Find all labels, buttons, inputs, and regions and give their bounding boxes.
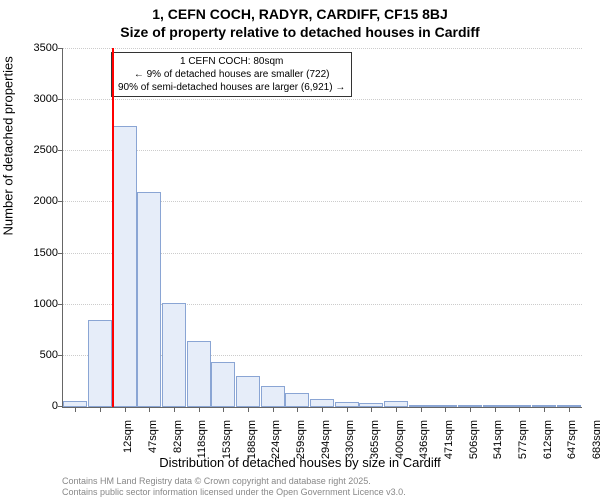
xtick-mark (297, 407, 298, 412)
attribution-line2: Contains public sector information licen… (62, 487, 406, 498)
ytick-mark (58, 355, 63, 356)
xtick-mark (445, 407, 446, 412)
ytick-label: 1500 (34, 247, 58, 259)
histogram-bar (113, 126, 137, 407)
attribution-line1: Contains HM Land Registry data © Crown c… (62, 476, 406, 487)
ytick-mark (58, 201, 63, 202)
ytick-mark (58, 406, 63, 407)
ytick-label: 500 (40, 349, 58, 361)
histogram-bar (285, 393, 309, 407)
histogram-bar (211, 362, 235, 407)
chart-title-address: 1, CEFN COCH, RADYR, CARDIFF, CF15 8BJ (0, 0, 600, 22)
x-axis-label: Distribution of detached houses by size … (0, 455, 600, 470)
ytick-label: 2500 (34, 144, 58, 156)
xtick-mark (470, 407, 471, 412)
xtick-mark (495, 407, 496, 412)
ytick-mark (58, 99, 63, 100)
xtick-mark (273, 407, 274, 412)
xtick-mark (199, 407, 200, 412)
xtick-mark (248, 407, 249, 412)
xtick-mark (544, 407, 545, 412)
histogram-bar (162, 303, 186, 407)
ytick-label: 3500 (34, 42, 58, 54)
xtick-mark (371, 407, 372, 412)
ytick-mark (58, 150, 63, 151)
xtick-mark (322, 407, 323, 412)
gridline (63, 99, 582, 100)
gridline (63, 150, 582, 151)
annotation-line1: 1 CEFN COCH: 80sqm (118, 55, 345, 68)
xtick-mark (125, 407, 126, 412)
xtick-mark (569, 407, 570, 412)
histogram-bar (187, 341, 211, 407)
ytick-label: 2000 (34, 195, 58, 207)
chart-title-desc: Size of property relative to detached ho… (0, 22, 600, 40)
y-axis-ticks: 0500100015002000250030003500 (0, 48, 62, 408)
gridline (63, 48, 582, 49)
histogram-bar (261, 386, 285, 407)
xtick-mark (347, 407, 348, 412)
histogram-bar (310, 399, 334, 407)
ytick-label: 3000 (34, 93, 58, 105)
annotation-box: 1 CEFN COCH: 80sqm ← 9% of detached hous… (111, 52, 352, 97)
attribution: Contains HM Land Registry data © Crown c… (62, 476, 406, 498)
ytick-mark (58, 253, 63, 254)
ytick-mark (58, 48, 63, 49)
histogram-bar (236, 376, 260, 407)
xtick-mark (174, 407, 175, 412)
histogram-bar (88, 320, 112, 407)
xtick-mark (396, 407, 397, 412)
xtick-mark (519, 407, 520, 412)
histogram-bar (137, 192, 161, 407)
reference-vline (112, 48, 114, 407)
ytick-label: 1000 (34, 298, 58, 310)
xtick-mark (149, 407, 150, 412)
annotation-line2: ← 9% of detached houses are smaller (722… (118, 68, 345, 81)
annotation-line3: 90% of semi-detached houses are larger (… (118, 81, 345, 94)
xtick-mark (100, 407, 101, 412)
plot-area: 1 CEFN COCH: 80sqm ← 9% of detached hous… (62, 48, 582, 408)
xtick-mark (421, 407, 422, 412)
ytick-mark (58, 304, 63, 305)
xtick-mark (223, 407, 224, 412)
xtick-mark (75, 407, 76, 412)
